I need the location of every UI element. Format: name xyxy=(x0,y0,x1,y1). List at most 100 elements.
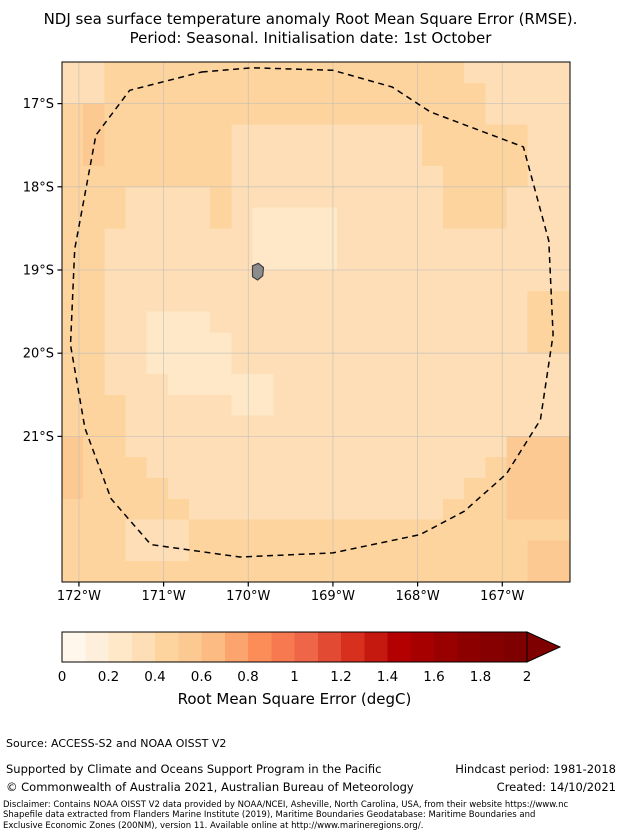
eez-boundary xyxy=(69,67,554,558)
colorbar-tick-label: 1.4 xyxy=(377,669,398,685)
heatmap-cell xyxy=(231,519,253,541)
heatmap-cell xyxy=(273,82,296,105)
heatmap-cell xyxy=(146,332,169,354)
heatmap-cell xyxy=(210,228,232,250)
heatmap-cell xyxy=(231,270,253,292)
heatmap-cell xyxy=(527,457,550,479)
heatmap-cell xyxy=(294,457,317,479)
heatmap-cell xyxy=(421,436,444,458)
lat-axis-tick-label: 21°S xyxy=(23,430,54,445)
heatmap-cell xyxy=(443,311,465,333)
heatmap-cell xyxy=(506,166,529,188)
created-date-note: Created: 14/10/2021 xyxy=(496,780,616,794)
heatmap-cell xyxy=(527,540,550,562)
heatmap-cell xyxy=(379,290,402,313)
heatmap-cell xyxy=(273,103,296,125)
heatmap-cell xyxy=(421,540,444,562)
heatmap-cell xyxy=(210,311,232,333)
heatmap-cell xyxy=(443,561,465,583)
heatmap-cell xyxy=(358,311,380,333)
heatmap-cell xyxy=(104,228,126,250)
heatmap-cell xyxy=(252,186,275,209)
heatmap-cell xyxy=(400,124,423,146)
heatmap-cell xyxy=(167,124,190,146)
heatmap-cell xyxy=(464,124,486,146)
lon-axis-tick-label: 168°W xyxy=(396,589,440,604)
heatmap-cell xyxy=(294,249,317,271)
heatmap-cell xyxy=(189,311,211,333)
heatmap-cell xyxy=(62,374,84,396)
colorbar-segment xyxy=(480,632,505,662)
heatmap-cell xyxy=(104,457,126,479)
heatmap-cell xyxy=(337,415,359,437)
heatmap-cell xyxy=(548,394,571,417)
heatmap-cell xyxy=(548,353,571,375)
heatmap-cell xyxy=(83,311,105,333)
heatmap-cell xyxy=(485,124,507,146)
heatmap-cell xyxy=(125,519,148,541)
heatmap-cell xyxy=(548,228,571,250)
supported-by-note: Supported by Climate and Oceans Support … xyxy=(6,762,382,776)
heatmap-cell xyxy=(294,353,317,375)
heatmap-cell xyxy=(421,103,444,125)
heatmap-cell xyxy=(379,353,402,375)
colorbar-segment xyxy=(85,632,109,662)
heatmap-cell xyxy=(210,166,232,188)
heatmap-cell xyxy=(189,332,211,354)
heatmap-cell xyxy=(104,394,126,417)
heatmap-cell xyxy=(506,540,529,562)
heatmap-cell xyxy=(485,540,507,562)
heatmap-cell xyxy=(146,311,169,333)
heatmap-cell xyxy=(316,249,338,271)
heatmap-cell xyxy=(167,145,190,167)
heatmap-cell xyxy=(273,332,296,354)
heatmap-cell xyxy=(527,478,550,500)
heatmap-cell xyxy=(125,249,148,271)
heatmap-cell xyxy=(167,311,190,333)
heatmap-cell xyxy=(83,62,105,84)
heatmap-cell xyxy=(273,478,296,500)
heatmap-cell xyxy=(358,290,380,313)
colorbar-tick-label: 0.4 xyxy=(144,669,165,685)
heatmap-cell xyxy=(252,332,275,354)
heatmap-cell xyxy=(125,332,148,354)
heatmap-cell xyxy=(464,290,486,313)
heatmap-cell xyxy=(548,145,571,167)
heatmap-cell xyxy=(400,228,423,250)
heatmap-cell xyxy=(337,228,359,250)
heatmap-cell xyxy=(273,457,296,479)
heatmap-cell xyxy=(527,82,550,105)
heatmap-cell xyxy=(506,62,529,84)
heatmap-cell xyxy=(358,478,380,500)
heatmap-cell xyxy=(464,207,486,229)
heatmap-cell xyxy=(548,103,571,125)
heatmap-cell xyxy=(379,166,402,188)
heatmap-cell xyxy=(273,186,296,209)
heatmap-cell xyxy=(358,124,380,146)
heatmap-cell xyxy=(231,561,253,583)
heatmap-cell xyxy=(146,540,169,562)
heatmap-cell xyxy=(167,290,190,313)
heatmap-cell xyxy=(464,332,486,354)
heatmap-cell xyxy=(210,103,232,125)
heatmap-cell xyxy=(189,374,211,396)
heatmap-cell xyxy=(548,207,571,229)
heatmap-cell xyxy=(358,457,380,479)
heatmap-cell xyxy=(337,186,359,209)
colorbar-segment xyxy=(387,632,412,662)
heatmap-cell xyxy=(146,436,169,458)
heatmap-cell xyxy=(506,394,529,417)
heatmap-cell xyxy=(125,415,148,437)
heatmap-cell xyxy=(379,270,402,292)
heatmap-cell xyxy=(273,249,296,271)
colorbar-tick-label: 1 xyxy=(290,669,299,685)
heatmap-cell xyxy=(527,290,550,313)
colorbar-segment xyxy=(317,632,342,662)
title-line1: NDJ sea surface temperature anomaly Root… xyxy=(43,10,578,28)
heatmap-cell xyxy=(464,478,486,500)
heatmap-cell xyxy=(400,561,423,583)
heatmap-cell xyxy=(146,394,169,417)
heatmap-cell xyxy=(379,103,402,125)
heatmap-cell xyxy=(146,62,169,84)
heatmap-cell xyxy=(485,249,507,271)
